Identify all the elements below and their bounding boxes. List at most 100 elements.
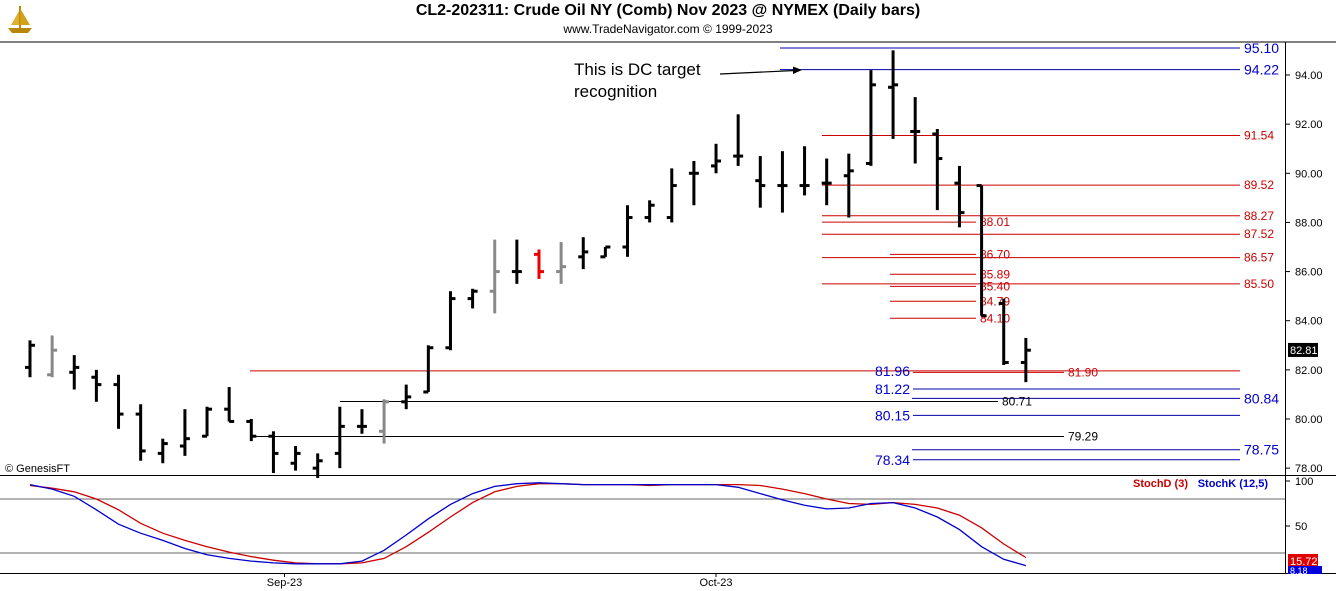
stochd-last-box: [1288, 554, 1318, 567]
level-label-87.52: 87.52: [1244, 227, 1274, 241]
price-tick-label: 86.00: [1295, 267, 1323, 279]
ohlc-bar: [511, 239, 522, 284]
level-label-78.34: 78.34: [875, 452, 910, 468]
level-label-85.50: 85.50: [1244, 277, 1274, 291]
ohlc-bar: [556, 242, 567, 284]
level-label-89.52: 89.52: [1244, 178, 1274, 192]
level-label-95.10: 95.10: [1244, 40, 1279, 56]
annotation-arrowhead: [793, 66, 802, 74]
legend-stochk: StochK (12,5): [1198, 478, 1269, 490]
level-label-84.79: 84.79: [980, 294, 1010, 308]
ohlc-bar: [25, 340, 35, 378]
stochk-last-label: 8.18: [1290, 566, 1308, 576]
ohlc-bar: [135, 404, 146, 461]
level-label-81.22: 81.22: [875, 381, 910, 397]
last-price-label: 82.81: [1290, 345, 1318, 357]
legend-stochd: StochD (3): [1133, 478, 1188, 490]
ohlc-bar: [755, 156, 766, 208]
stoch-tick-label: 100: [1295, 476, 1313, 488]
ohlc-bar: [445, 291, 456, 351]
level-label-80.71: 80.71: [1002, 395, 1032, 409]
ohlc-bar: [954, 165, 965, 228]
ohlc-bar: [932, 129, 943, 211]
ohlc-bar: [423, 345, 434, 394]
chart-title: CL2-202311: Crude Oil NY (Comb) Nov 2023…: [415, 2, 921, 19]
ohlc-bar: [976, 184, 987, 318]
level-label-94.22: 94.22: [1244, 62, 1279, 78]
ohlc-bar: [821, 158, 832, 206]
price-tick-label: 80.00: [1295, 414, 1323, 426]
ohlc-bar: [47, 335, 58, 378]
level-label-85.40: 85.40: [980, 279, 1010, 293]
ohlc-bar: [356, 409, 367, 434]
annotation-arrow-line: [719, 69, 796, 75]
ohlc-bar: [622, 205, 633, 257]
stochd-last-label: 15.72: [1290, 556, 1318, 568]
ohlc-bar: [733, 114, 744, 166]
stochk-last-box: [1288, 566, 1322, 574]
level-label-79.29: 79.29: [1068, 429, 1098, 443]
ohlc-bar: [157, 438, 168, 464]
last-price-box: [1288, 342, 1318, 357]
ohlc-bar: [113, 374, 124, 429]
ohlc-bar: [334, 406, 345, 469]
x-tick-label: Sep-23: [267, 577, 302, 589]
annotation-line-1: This is DC target: [574, 60, 701, 79]
ohlc-bar: [1020, 337, 1031, 383]
ohlc-bar: [888, 50, 899, 139]
stoch-series-k: [29, 482, 1027, 567]
ohlc-bar: [467, 288, 478, 309]
annotation: This is DC target recognition: [574, 60, 802, 101]
price-tick-label: 88.00: [1295, 217, 1323, 229]
ohlc-bar: [202, 406, 213, 438]
price-tick-label: 94.00: [1295, 70, 1323, 82]
level-label-88.27: 88.27: [1244, 209, 1274, 223]
ohlc-bar: [711, 143, 722, 174]
level-label-85.89: 85.89: [980, 267, 1010, 281]
chart-header: CL2-202311: Crude Oil NY (Comb) Nov 2023…: [0, 0, 1336, 40]
ohlc-bar: [401, 384, 412, 410]
ohlc-bar: [312, 453, 323, 478]
ohlc-bar: [666, 168, 677, 223]
level-label-91.54: 91.54: [1244, 128, 1274, 142]
ohlc-bar: [533, 249, 544, 279]
level-label-88.01: 88.01: [980, 215, 1010, 229]
x-tick-label: Oct-23: [700, 577, 733, 589]
ohlc-bar: [290, 446, 301, 471]
level-label-81.90: 81.90: [1068, 365, 1098, 379]
ohlc-bar: [246, 419, 257, 442]
ohlc-bar: [688, 161, 699, 206]
ohlc-bar: [865, 70, 876, 166]
price-tick-label: 84.00: [1295, 316, 1323, 328]
sailboat-logo-icon: [4, 3, 36, 40]
price-tick-label: 78.00: [1295, 463, 1323, 475]
chart-subtitle: www.TradeNavigator.com © 1999-2023: [563, 22, 773, 36]
price-tick-label: 82.00: [1295, 365, 1323, 377]
ohlc-bar: [179, 409, 190, 456]
ohlc-bar: [379, 399, 390, 444]
ohlc-bar: [799, 146, 810, 196]
ohlc-bar: [489, 239, 500, 314]
level-label-80.15: 80.15: [875, 407, 910, 423]
stoch-series-d: [29, 483, 1027, 565]
price-tick-label: 90.00: [1295, 168, 1323, 180]
ohlc-bar: [843, 153, 854, 218]
stoch-tick-label: 50: [1295, 521, 1307, 533]
ohlc-bar: [910, 97, 921, 164]
ohlc-bar: [268, 431, 279, 474]
ohlc-bar: [998, 298, 1009, 365]
level-label-84.10: 84.10: [980, 311, 1010, 325]
ohlc-bar: [69, 355, 80, 390]
level-label-78.75: 78.75: [1244, 442, 1279, 458]
level-label-86.70: 86.70: [980, 247, 1010, 261]
ohlc-bar: [91, 369, 102, 402]
ohlc-bar: [777, 151, 788, 213]
ohlc-bar: [224, 387, 235, 423]
level-label-81.96: 81.96: [875, 363, 910, 379]
level-label-80.84: 80.84: [1244, 390, 1279, 406]
ohlc-bar: [644, 200, 655, 223]
level-label-86.57: 86.57: [1244, 251, 1274, 265]
price-tick-label: 92.00: [1295, 119, 1323, 131]
ohlc-bar: [578, 237, 589, 270]
